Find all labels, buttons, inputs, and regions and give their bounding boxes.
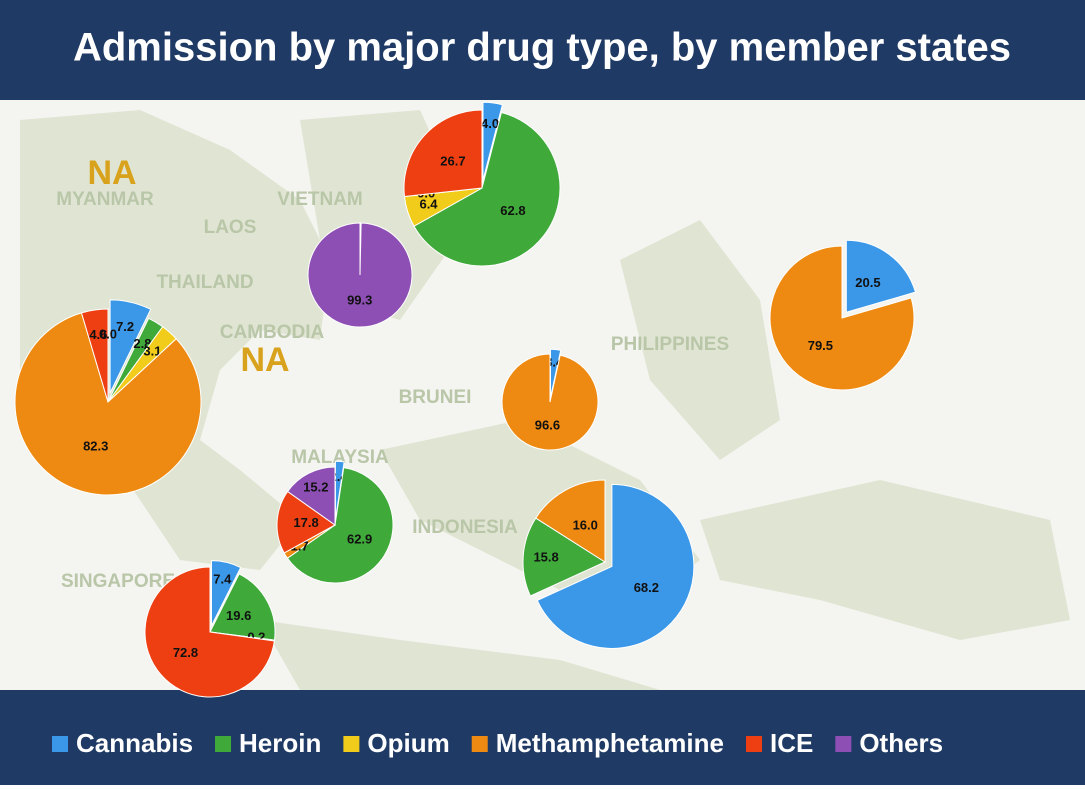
value-label: 16.0 xyxy=(573,518,598,533)
value-label: 82.3 xyxy=(83,438,108,453)
value-label: 72.8 xyxy=(173,645,198,660)
map-label: INDONESIA xyxy=(412,517,518,538)
title: Admission by major drug type, by member … xyxy=(73,26,1011,70)
value-label: 17.8 xyxy=(293,515,318,530)
value-label: 20.5 xyxy=(855,275,880,290)
map-label: THAILAND xyxy=(156,272,253,293)
map-label: MYANMAR xyxy=(56,189,154,210)
legend-label: Methamphetamine xyxy=(496,728,724,758)
legend-swatch xyxy=(343,736,359,752)
legend-swatch xyxy=(52,736,68,752)
map-label: VIETNAM xyxy=(277,189,363,210)
value-label: 96.6 xyxy=(535,417,560,432)
map-label: CAMBODIA xyxy=(220,322,325,343)
value-label: 62.9 xyxy=(347,532,372,547)
value-label: 15.2 xyxy=(303,479,328,494)
value-label: 26.7 xyxy=(440,153,465,168)
legend-label: Cannabis xyxy=(76,728,193,758)
legend-label: Others xyxy=(859,728,943,758)
legend-label: Opium xyxy=(367,728,449,758)
pie-slice xyxy=(502,354,598,450)
value-label: 7.4 xyxy=(213,572,232,587)
na-label: NA xyxy=(240,341,289,379)
legend-swatch xyxy=(835,736,851,752)
map-label: BRUNEI xyxy=(399,387,472,408)
na-label: NA xyxy=(87,154,136,192)
value-label: 15.8 xyxy=(533,549,558,564)
map-label: LAOS xyxy=(204,217,257,238)
value-label: 4.0 xyxy=(481,116,499,131)
value-label: 62.8 xyxy=(500,203,525,218)
legend-label: Heroin xyxy=(239,728,321,758)
map-label: SINGAPORE xyxy=(61,571,175,592)
value-label: 68.2 xyxy=(634,580,659,595)
legend-swatch xyxy=(746,736,762,752)
map-label: PHILIPPINES xyxy=(611,334,729,355)
value-label: 0.0 xyxy=(99,326,117,341)
legend-swatch xyxy=(215,736,231,752)
legend-label: ICE xyxy=(770,728,813,758)
pie-slice xyxy=(308,223,412,327)
value-label: 19.6 xyxy=(226,608,251,623)
value-label: 99.3 xyxy=(347,292,372,307)
legend-swatch xyxy=(472,736,488,752)
value-label: 79.5 xyxy=(808,338,833,353)
value-label: 7.2 xyxy=(116,319,134,334)
